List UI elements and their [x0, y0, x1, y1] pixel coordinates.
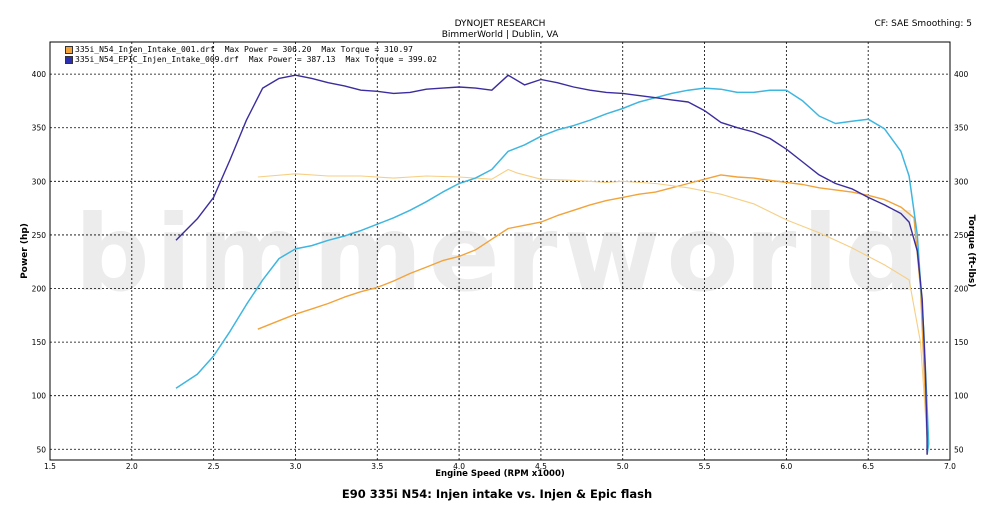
- y-tick-label-right: 350: [954, 124, 969, 133]
- series-injen-torque-line: [257, 168, 928, 455]
- shop-name: BimmerWorld | Dublin, VA: [441, 30, 559, 40]
- legend-power-1: Max Power = 306.20: [224, 45, 312, 54]
- plot-frame: [49, 41, 951, 461]
- x-tick-label: 7.0: [944, 462, 956, 471]
- y-tick-label-left: 350: [32, 124, 47, 133]
- x-tick-label: 2.5: [208, 462, 220, 471]
- legend-row-1: 335i_N54_Injen_Intake_001.drf Max Power …: [65, 45, 413, 54]
- legend-row-2: 335i_N54_EPIC_Injen_Intake_009.drf Max P…: [65, 55, 437, 64]
- x-tick-label: 6.0: [780, 462, 792, 471]
- y-axis-label-left: Power (hp): [20, 223, 30, 279]
- company-name: DYNOJET RESEARCH: [454, 19, 546, 29]
- y-tick-label-right: 50: [954, 445, 964, 454]
- y-tick-label-left: 50: [36, 445, 46, 454]
- settings-label: CF: SAE Smoothing: 5: [874, 19, 972, 29]
- y-tick-label-right: 250: [954, 231, 969, 240]
- y-tick-label-right: 400: [954, 70, 969, 79]
- chart-title: E90 335i N54: Injen intake vs. Injen & E…: [342, 487, 652, 501]
- legend-swatch-2: [65, 55, 73, 64]
- y-axis-label-right: Torque (ft-lbs): [966, 215, 976, 288]
- legend-torque-2: Max Torque = 399.02: [345, 55, 437, 64]
- y-tick-label-left: 400: [32, 70, 47, 79]
- legend-swatch-1: [65, 45, 73, 54]
- tick-labels: 1.5 2.0 2.5 3.0 3.5 4.0 4.5 5.0 5.5 6.0 6.5 7.0 50 50…: [32, 70, 969, 471]
- x-tick-label: 3.0: [289, 462, 301, 471]
- y-tick-label-right: 150: [954, 338, 969, 347]
- x-tick-label: 5.0: [617, 462, 629, 471]
- series-group: [175, 74, 930, 455]
- x-tick-label: 3.5: [371, 462, 383, 471]
- x-tick-label: 6.5: [862, 462, 874, 471]
- y-tick-label-left: 100: [32, 392, 47, 401]
- x-tick-label: 2.0: [126, 462, 138, 471]
- y-tick-label-right: 300: [954, 177, 969, 186]
- y-tick-label-left: 150: [32, 338, 47, 347]
- y-tick-label-left: 250: [32, 231, 47, 240]
- grid-lines: [50, 42, 950, 460]
- x-tick-label: 5.5: [699, 462, 711, 471]
- series-epic-power-line: [175, 87, 930, 455]
- x-tick-label: 1.5: [44, 462, 56, 471]
- watermark-text: bimmerworld: [74, 193, 925, 315]
- y-tick-label-left: 200: [32, 285, 47, 294]
- legend-torque-1: Max Torque = 310.97: [321, 45, 413, 54]
- x-axis-label: Engine Speed (RPM x1000): [435, 469, 565, 479]
- legend-file-1: 335i_N54_Injen_Intake_001.drf: [75, 45, 215, 54]
- legend-file-2: 335i_N54_EPIC_Injen_Intake_009.drf: [75, 55, 239, 64]
- y-tick-label-right: 100: [954, 392, 969, 401]
- y-tick-label-left: 300: [32, 177, 47, 186]
- x-tick-label: 4.5: [535, 462, 547, 471]
- x-tick-label: 4.0: [453, 462, 465, 471]
- legend-power-2: Max Power = 387.13: [248, 55, 336, 64]
- y-tick-label-right: 200: [954, 285, 969, 294]
- series-epic-torque-line: [175, 74, 928, 455]
